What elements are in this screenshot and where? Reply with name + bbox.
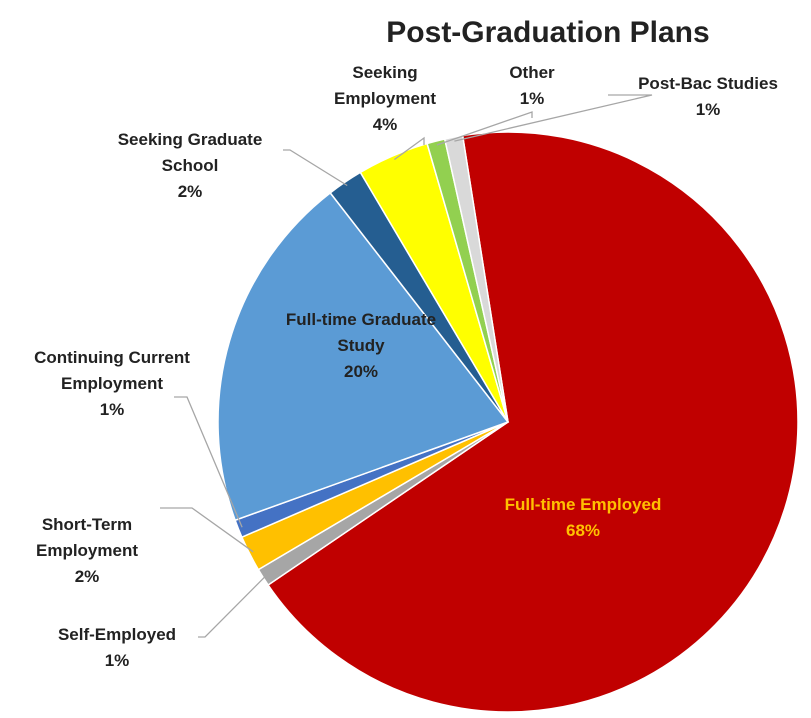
slice-label-continuing-current-employment: Continuing Current Employment 1%: [34, 348, 190, 419]
leader-line-other: [436, 111, 533, 146]
slice-label-full-time-employed: Full-time Employed 68%: [505, 495, 662, 540]
slice-label-short-term-employment: Short-Term Employment 2%: [36, 515, 138, 586]
leader-line-post-bac-studies: [454, 94, 653, 142]
pie-slice-full-time-graduate-study: [217, 191, 510, 522]
leader-line-seeking-graduate-school: [283, 149, 348, 187]
leader-lines: [160, 94, 653, 638]
leader-line-continuing-current-employment: [174, 396, 243, 528]
slice-label-self-employed: Self-Employed 1%: [58, 625, 176, 670]
slice-label-seeking-employment: Seeking Employment 4%: [334, 63, 436, 134]
slice-label-other: Other 1%: [509, 63, 555, 108]
slice-label-seeking-graduate-school: Seeking Graduate School 2%: [118, 130, 263, 201]
slice-label-post-bac-studies: Post-Bac Studies 1%: [638, 74, 778, 119]
slice-labels: Full-time Employed 68% Self-Employed 1% Shor…: [34, 63, 778, 670]
slice-label-full-time-graduate-study: Full-time Graduate Study 20%: [286, 310, 436, 381]
leader-line-short-term-employment: [160, 507, 254, 553]
pie-slice-full-time-employed: [267, 131, 799, 713]
leader-line-seeking-employment: [394, 136, 425, 161]
leader-line-self-employed: [198, 574, 267, 638]
pie-slices: [217, 131, 799, 713]
chart-title: Post-Graduation Plans: [386, 16, 709, 49]
